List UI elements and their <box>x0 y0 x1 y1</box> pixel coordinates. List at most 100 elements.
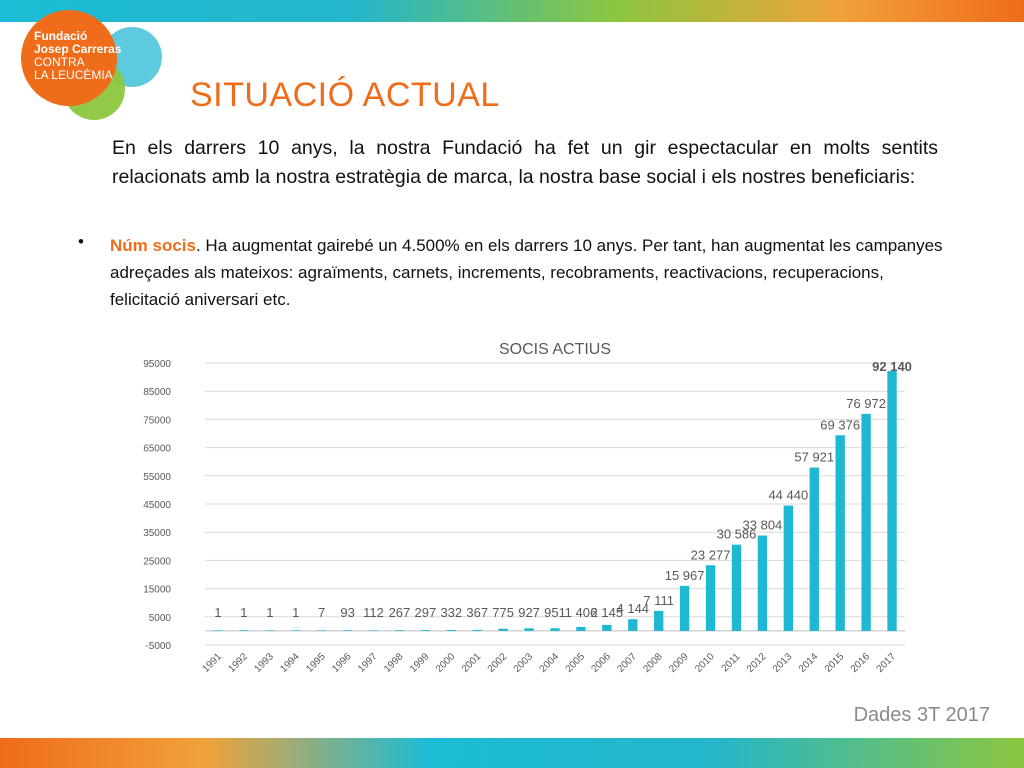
data-label: 69 376 <box>820 417 860 432</box>
x-tick-label: 2006 <box>589 651 613 675</box>
bar <box>809 467 819 631</box>
bar <box>835 435 845 631</box>
socis-actius-chart: -5000 5000 15000 25000 35000 45000 55000 65000 7… <box>143 341 912 675</box>
bar <box>368 630 379 631</box>
x-tick-label: 1991 <box>201 651 225 675</box>
logo-line-1: Fundació <box>34 29 88 43</box>
x-tick-label: 1992 <box>226 651 250 675</box>
bar <box>731 544 742 631</box>
x-tick-label: 2010 <box>693 651 717 675</box>
x-tick-label: 1994 <box>278 651 302 675</box>
footer-note: Dades 3T 2017 <box>853 704 990 726</box>
logo-wordmark: Fundació Josep Carreras CONTRA LA LEUCÈM… <box>34 30 121 82</box>
x-tick-label: 2007 <box>615 651 639 675</box>
bar <box>342 630 353 631</box>
y-tick-label: 45000 <box>143 500 171 511</box>
bar <box>861 413 871 631</box>
x-tick-label: 2005 <box>564 651 588 675</box>
x-tick-label: 2008 <box>641 651 665 675</box>
data-label: 951 <box>544 605 566 620</box>
bar <box>291 630 301 631</box>
y-tick-label: 5000 <box>149 613 172 624</box>
logo-line-4: LA LEUCÈMIA <box>34 68 113 82</box>
bar <box>783 505 793 631</box>
bar <box>705 565 716 631</box>
top-gradient-band <box>0 0 1024 22</box>
data-label: 33 804 <box>743 518 783 533</box>
bar <box>757 535 768 631</box>
x-tick-label: 2004 <box>538 651 562 675</box>
x-tick-label: 2015 <box>823 651 847 675</box>
x-tick-label: 2012 <box>745 651 769 675</box>
data-label: 2 145 <box>591 605 624 620</box>
y-tick-label: 15000 <box>143 585 171 596</box>
y-tick-label: 25000 <box>143 556 171 567</box>
y-axis-ticks: -5000 5000 15000 25000 35000 45000 55000 65000 7… <box>143 359 171 652</box>
bullet-symbol: • <box>78 232 84 251</box>
x-tick-label: 1996 <box>330 651 354 675</box>
bar <box>679 585 690 631</box>
x-axis-ticks: 1991 1992 1993 1994 1995 1996 1997 1998 1999 2000… <box>201 651 899 675</box>
logo-line-3: CONTRA <box>34 55 85 69</box>
data-label: 267 <box>389 605 411 620</box>
data-label: 1 <box>214 605 221 620</box>
x-tick-label: 1997 <box>356 651 380 675</box>
data-label: 15 967 <box>665 568 705 583</box>
grid-lines <box>205 362 905 646</box>
data-label: 1 406 <box>565 605 598 620</box>
bullet-text: . Ha augmentat gairebé un 4.500% en els … <box>110 236 943 309</box>
x-tick-label: 2009 <box>667 651 691 675</box>
data-label: 7 <box>318 605 325 620</box>
data-label: 1 <box>292 605 299 620</box>
bar <box>654 610 664 631</box>
fundacio-logo <box>21 10 162 120</box>
data-label: 30 586 <box>717 527 757 542</box>
data-label: 1 <box>240 605 247 620</box>
x-tick-label: 2003 <box>512 651 536 675</box>
x-tick-label: 2014 <box>797 651 821 675</box>
y-tick-label: 65000 <box>143 444 171 455</box>
data-label: 57 921 <box>794 450 834 465</box>
bar <box>239 630 249 631</box>
x-tick-label: 2011 <box>720 651 743 674</box>
bar <box>472 629 482 631</box>
x-tick-label: 2013 <box>771 651 795 675</box>
intro-paragraph: En els darrers 10 anys, la nostra Fundac… <box>112 137 938 188</box>
bar <box>420 630 431 631</box>
bar <box>887 371 897 631</box>
y-tick-label: 75000 <box>143 415 171 426</box>
x-tick-label: 2002 <box>486 651 510 675</box>
bar <box>498 628 508 631</box>
y-tick-label: 85000 <box>143 387 171 398</box>
bar <box>213 630 223 631</box>
y-tick-label: 95000 <box>143 359 171 370</box>
data-label: 76 972 <box>846 396 886 411</box>
bar <box>317 630 327 631</box>
x-tick-label: 1998 <box>382 651 406 675</box>
data-label: 44 440 <box>768 488 808 503</box>
data-label: 927 <box>518 605 540 620</box>
logo-line-2: Josep Carreras <box>34 42 122 56</box>
data-label: 112 <box>363 605 384 620</box>
bar <box>265 630 275 631</box>
data-label: 23 277 <box>691 547 731 562</box>
x-tick-label: 2017 <box>875 651 899 675</box>
bar <box>524 628 534 631</box>
data-label: 7 111 <box>643 593 674 608</box>
data-label: 92 140 <box>872 359 912 374</box>
data-label: 1 <box>266 605 273 620</box>
data-label: 775 <box>492 605 514 620</box>
bar <box>394 630 405 631</box>
x-tick-label: 2000 <box>434 651 458 675</box>
bar <box>446 629 456 631</box>
data-label: 332 <box>440 605 462 620</box>
bar <box>550 628 560 631</box>
data-label: 93 <box>340 605 354 620</box>
x-tick-label: 2001 <box>460 651 484 675</box>
x-tick-label: 1995 <box>304 651 328 675</box>
bar <box>576 626 586 631</box>
bullet-item: Núm socis. Ha augmentat gairebé un 4.500… <box>110 232 950 313</box>
data-label: 367 <box>466 605 488 620</box>
y-tick-label: 35000 <box>143 528 171 539</box>
